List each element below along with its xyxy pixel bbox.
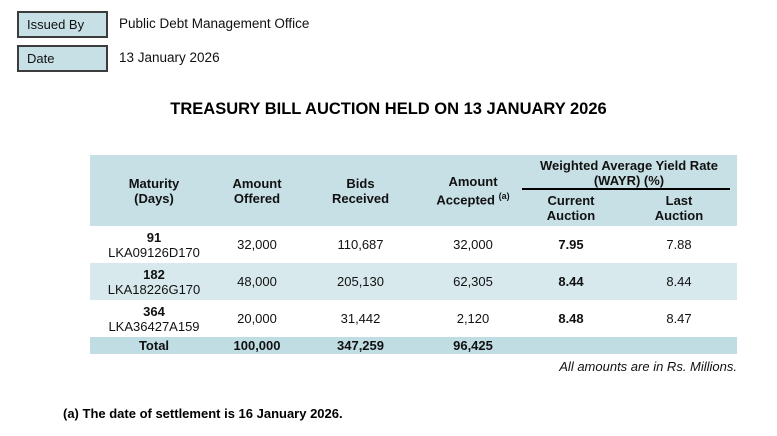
- date-value: 13 January 2026: [119, 50, 220, 65]
- bids-received-cell: 205,130: [337, 274, 384, 289]
- last-wayr-cell: 8.44: [666, 274, 692, 289]
- auction-results-table: Maturity (Days) Amount Offered Bids Rece…: [90, 155, 737, 354]
- amount-offered-cell: 20,000: [237, 311, 277, 326]
- table-row-91-day: 91 LKA09126D170 32,000 110,687 32,000 7.…: [90, 226, 737, 263]
- bids-received-cell: 110,687: [337, 237, 384, 252]
- wayr-group-rule: [522, 188, 730, 190]
- col-header-maturity: Maturity (Days): [90, 155, 218, 226]
- maturity-cell: 91 LKA09126D170: [90, 226, 218, 263]
- col-header-amount-accepted: Amount Accepted (a): [425, 155, 521, 226]
- col-group-header-wayr: Weighted Average Yield Rate (WAYR) (%): [521, 155, 737, 190]
- total-amount-offered: 100,000: [233, 338, 281, 353]
- date-box: Date: [17, 45, 108, 72]
- col-header-bids-received: Bids Received: [296, 155, 425, 226]
- table-row-182-day: 182 LKA18226G170 48,000 205,130 62,305 8…: [90, 263, 737, 300]
- table-row-total: Total 100,000 347,259 96,425: [90, 337, 737, 354]
- maturity-cell: 182 LKA18226G170: [90, 263, 218, 300]
- last-wayr-cell: 8.47: [666, 311, 692, 326]
- col-header-current-auction: Current Auction: [521, 190, 621, 226]
- table-row-364-day: 364 LKA36427A159 20,000 31,442 2,120 8.4…: [90, 300, 737, 337]
- isin-code: LKA18226G170: [107, 281, 201, 297]
- current-wayr-cell: 8.48: [558, 311, 584, 326]
- maturity-days: 364: [143, 303, 165, 319]
- total-amount-accepted: 96,425: [453, 338, 493, 353]
- maturity-days: 91: [146, 229, 162, 245]
- total-bids-received: 347,259: [337, 338, 384, 353]
- isin-code: LKA36427A159: [108, 318, 200, 334]
- isin-code: LKA09126D170: [108, 244, 200, 260]
- issued-by-value: Public Debt Management Office: [119, 16, 310, 31]
- settlement-footnote: (a) The date of settlement is 16 January…: [63, 406, 343, 421]
- page-title: TREASURY BILL AUCTION HELD ON 13 JANUARY…: [170, 100, 607, 118]
- issued-by-label: Issued By: [27, 17, 85, 32]
- accepted-footnote-marker: (a): [498, 190, 510, 201]
- amount-accepted-cell: 2,120: [456, 311, 490, 326]
- bids-received-cell: 31,442: [340, 311, 381, 326]
- amount-offered-cell: 48,000: [237, 274, 277, 289]
- current-wayr-cell: 7.95: [558, 237, 584, 252]
- amount-accepted-cell: 62,305: [453, 274, 493, 289]
- amount-offered-cell: 32,000: [237, 237, 277, 252]
- maturity-days: 182: [143, 266, 165, 282]
- col-header-last-auction: Last Auction: [621, 190, 737, 226]
- last-wayr-cell: 7.88: [666, 237, 692, 252]
- date-label: Date: [27, 51, 55, 66]
- table-header: Maturity (Days) Amount Offered Bids Rece…: [90, 155, 737, 226]
- maturity-cell: 364 LKA36427A159: [90, 300, 218, 337]
- total-label: Total: [138, 338, 170, 353]
- amounts-unit-note: All amounts are in Rs. Millions.: [559, 359, 737, 374]
- amount-accepted-cell: 32,000: [453, 237, 493, 252]
- col-header-amount-offered: Amount Offered: [218, 155, 296, 226]
- total-current-wayr: [521, 337, 621, 354]
- current-wayr-cell: 8.44: [558, 274, 584, 289]
- total-last-wayr: [621, 337, 737, 354]
- issued-by-box: Issued By: [17, 11, 108, 38]
